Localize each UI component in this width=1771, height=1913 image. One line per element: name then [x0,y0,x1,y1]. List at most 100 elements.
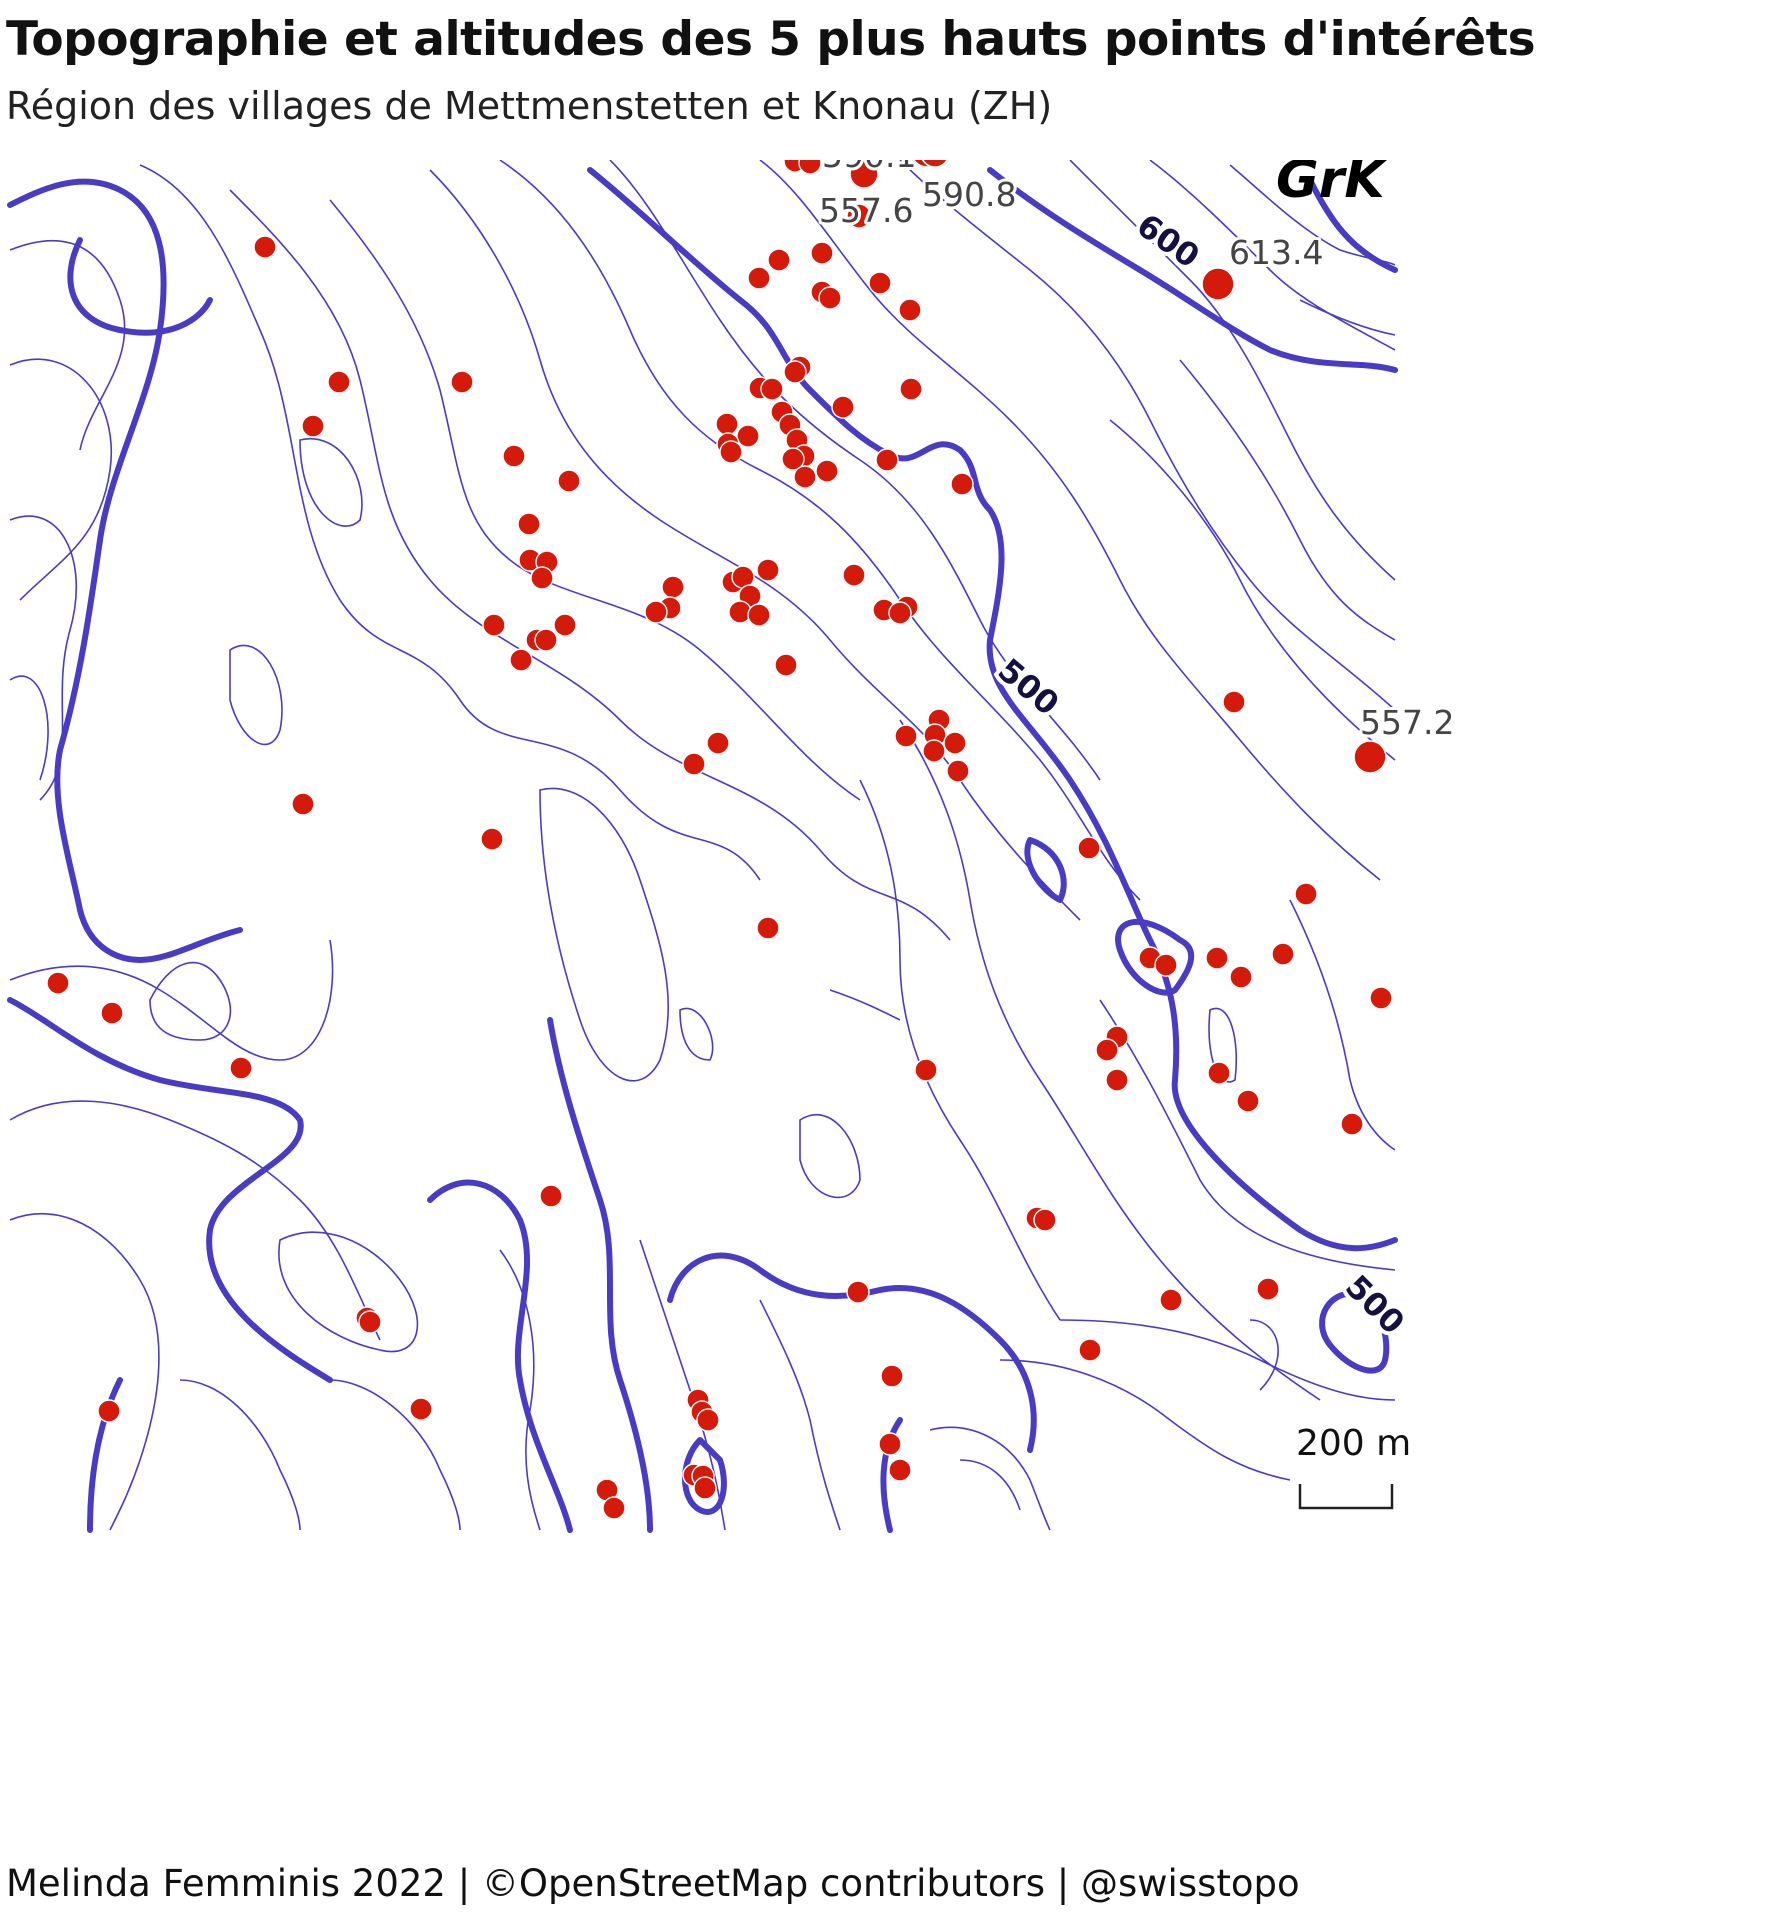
poi-marker [875,448,899,472]
contour-label-500: 500 [1338,1268,1412,1342]
poi-marker [1271,942,1295,966]
altitude-label: 590.1 [822,160,916,175]
poi-marker [950,472,974,496]
poi-marker [715,412,739,436]
poi-marker [736,424,760,448]
major-contour-line [1307,177,1398,273]
poi-marker [894,724,918,748]
poi-marker [327,370,351,394]
minor-contours [9,160,1396,1531]
poi-marker [810,241,834,265]
poi-marker [502,444,526,468]
poi-marker [509,648,533,672]
poi-marker [815,459,839,483]
altitude-label: 590.8 [922,175,1016,214]
poi-marker [358,1310,382,1334]
major-contours [7,167,1398,1533]
poi-marker [539,1184,563,1208]
contour-line [1149,160,1396,351]
poi-marker [644,600,668,624]
poi-marker [774,653,798,677]
contour-line [1069,160,1396,581]
poi-marker [1236,1089,1260,1113]
contour-line [609,160,1101,781]
poi-marker [557,469,581,493]
top-points [846,160,1387,774]
poi-marker [756,558,780,582]
poi-marker [291,792,315,816]
poi-marker [831,395,855,419]
author-logo: GrK [1276,160,1388,210]
contour-line [9,675,49,781]
top-point-marker [846,203,872,229]
poi-marker [409,1397,433,1421]
poi-marker [1229,965,1253,989]
contour-line [149,961,232,1041]
poi-marker [1154,953,1178,977]
topographic-map: 600 500 500 [7,160,1457,1533]
poi-marker [880,1364,904,1388]
contour-line [829,989,901,1021]
contour-line [499,160,1141,901]
poi-marker [1078,1338,1102,1362]
contour-line [1299,299,1396,336]
contour-line [1109,419,1396,761]
top-point-marker [1201,267,1235,301]
contour-line [9,939,334,1061]
poi-marker [253,235,277,259]
top-point-marker [921,160,949,168]
major-contour-line [427,1179,573,1533]
poi-marker [530,566,554,590]
contour-line [899,160,1396,711]
poi-marker [1256,1277,1280,1301]
contour-line [299,437,363,527]
poi-marker [793,465,817,489]
contour-line [999,1359,1291,1481]
poi-marker [798,160,822,175]
poi-marker [301,414,325,438]
points-of-interest [46,160,1393,1520]
major-contour-line [880,1417,903,1533]
poi-marker [818,286,842,310]
contour-line [9,515,78,801]
top-point-marker [849,160,879,189]
major-contour-line [1319,1290,1390,1374]
contour-line [799,1113,861,1199]
poi-marker [946,759,970,783]
contour-line [1249,1319,1279,1391]
poi-marker [97,1399,121,1423]
poi-marker [1294,882,1318,906]
poi-marker [1340,1112,1364,1136]
poi-marker [878,1432,902,1456]
poi-marker [517,512,541,536]
poi-marker [661,575,685,599]
poi-marker [696,1408,720,1432]
poi-marker [842,563,866,587]
contour-line [229,189,951,941]
contour-line [859,779,1061,1321]
contour-line [679,1007,714,1061]
poi-marker [682,752,706,776]
poi-marker [899,377,923,401]
poi-marker [868,271,892,295]
poi-marker [229,1056,253,1080]
contour-line [1289,899,1396,1151]
contour-line [759,1299,841,1531]
poi-marker [719,440,743,464]
contour-line [9,1100,381,1341]
poi-marker [922,739,946,763]
contour-line [499,1249,541,1531]
altitude-label: 613.4 [1229,233,1323,272]
poi-marker [553,613,577,637]
contour-line [9,358,113,601]
contour-line [1179,359,1396,641]
contour-line [278,1231,419,1353]
poi-marker [1222,690,1246,714]
poi-marker [1077,836,1101,860]
contour-line [329,1379,461,1531]
poi-marker [846,1280,870,1304]
contour-line [539,787,670,1082]
major-contour-line [1024,837,1067,903]
poi-marker [450,370,474,394]
map-subtitle: Région des villages de Mettmenstetten et… [6,84,1053,128]
